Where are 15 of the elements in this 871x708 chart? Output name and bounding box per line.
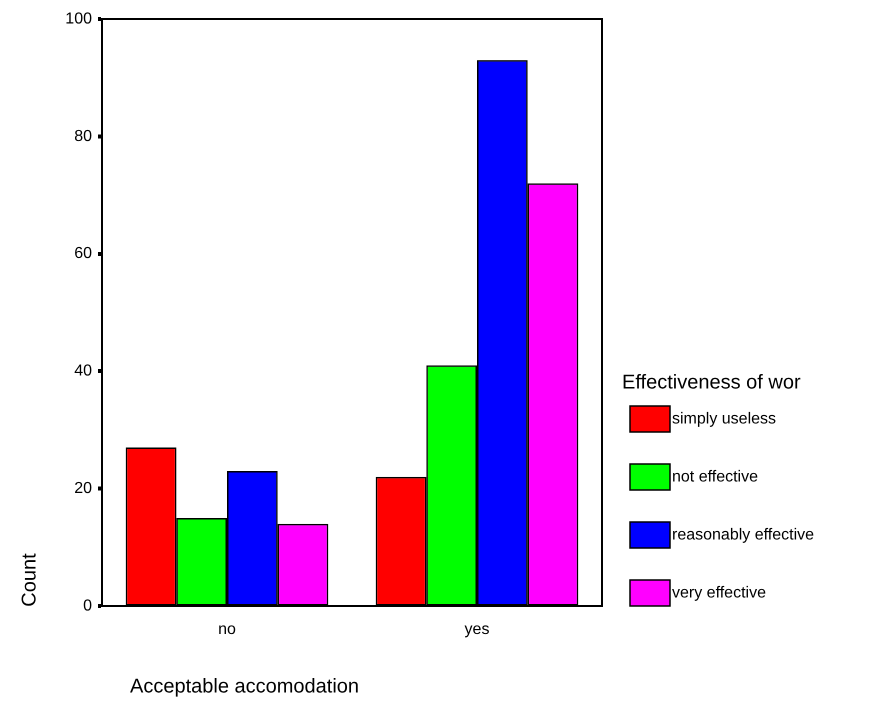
legend-label: simply useless	[672, 410, 776, 428]
legend-label: not effective	[672, 468, 758, 486]
y-tick-label: 0	[83, 597, 92, 614]
legend-title: Effectiveness of wor	[622, 372, 801, 394]
y-tick-label: 60	[74, 245, 92, 262]
x-axis-title: Acceptable accomodation	[130, 676, 360, 698]
x-tick-label: no	[218, 621, 236, 638]
y-tick-label: 20	[74, 480, 92, 498]
legend-label: very effective	[672, 584, 766, 602]
legend-label: reasonably effective	[672, 526, 814, 544]
y-tick-label: 80	[74, 128, 92, 145]
x-tick-label: yes	[464, 621, 490, 638]
y-tick-label: 100	[65, 10, 92, 28]
y-axis-title: Count	[18, 552, 41, 607]
y-tick-label: 40	[74, 362, 92, 380]
